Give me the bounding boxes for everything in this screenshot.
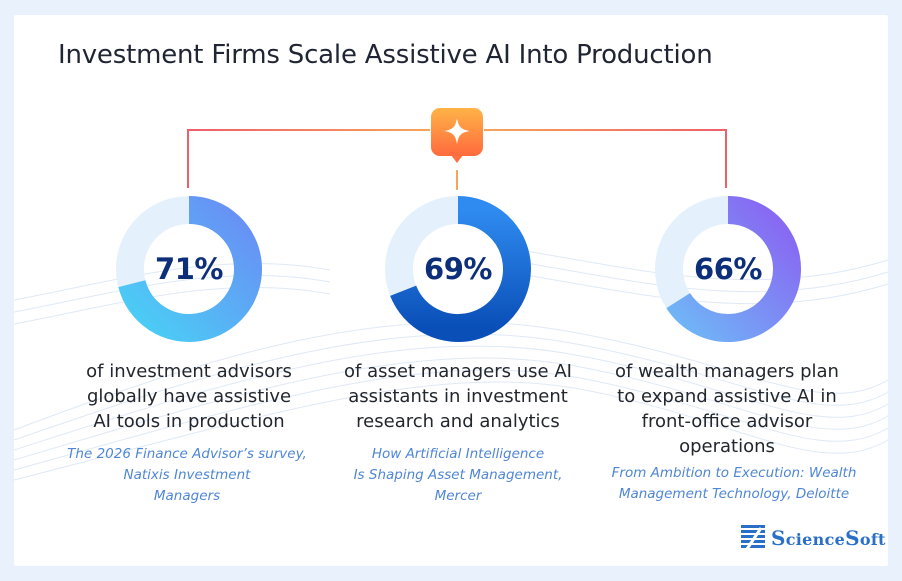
- source-line: The 2026 Finance Advisor’s survey,: [67, 446, 307, 462]
- description-line: AI tools in production: [93, 411, 285, 432]
- donut-arc-2: [390, 196, 531, 342]
- sparkle-icon: [430, 107, 484, 163]
- description-line: front-office advisor: [641, 411, 813, 432]
- donut-arc-1: [118, 196, 262, 342]
- description-line: of wealth managers plan: [615, 361, 839, 382]
- percent-label-3: 66%: [694, 252, 762, 286]
- percent-label-1: 71%: [155, 252, 223, 286]
- sciencesoft-logo-icon: [741, 525, 765, 550]
- sciencesoft-logo: ScienceSoft: [741, 524, 886, 552]
- description-line: assistants in investment: [348, 386, 568, 407]
- description-line: globally have assistive: [86, 386, 292, 407]
- source-line: Is Shaping Asset Management,: [353, 467, 563, 483]
- donut-chart-1: 71%: [114, 194, 264, 344]
- donut-arc-3: [666, 196, 801, 342]
- donut-chart-3: 66%: [653, 194, 803, 344]
- source-line: Natixis Investment: [123, 467, 251, 483]
- description-line: of asset managers use AI: [344, 361, 572, 382]
- page-title: Investment Firms Scale Assistive AI Into…: [58, 40, 713, 70]
- source-line: Managers: [153, 488, 221, 504]
- source-citation-2: How Artificial Intelligence Is Shaping A…: [313, 444, 603, 507]
- source-line: Management Technology, Deloitte: [618, 486, 850, 502]
- source-citation-1: The 2026 Finance Advisor’s survey, Natix…: [42, 444, 332, 507]
- source-citation-3: From Ambition to Execution: Wealth Manag…: [584, 463, 884, 505]
- source-line: From Ambition to Execution: Wealth: [611, 465, 857, 481]
- stat-description-1: of investment advisors globally have ass…: [59, 359, 319, 434]
- description-line: research and analytics: [356, 411, 560, 432]
- stat-description-3: of wealth managers plan to expand assist…: [597, 359, 857, 459]
- description-line: of investment advisors: [86, 361, 292, 382]
- donut-chart-2: 69%: [383, 194, 533, 344]
- source-line: How Artificial Intelligence: [371, 446, 545, 462]
- logo-wordmark: ScienceSoft: [771, 526, 886, 550]
- description-line: to expand assistive AI in: [617, 386, 837, 407]
- percent-label-2: 69%: [424, 252, 492, 286]
- stat-description-2: of asset managers use AI assistants in i…: [328, 359, 588, 434]
- source-line: Mercer: [434, 488, 482, 504]
- description-line: operations: [679, 436, 775, 457]
